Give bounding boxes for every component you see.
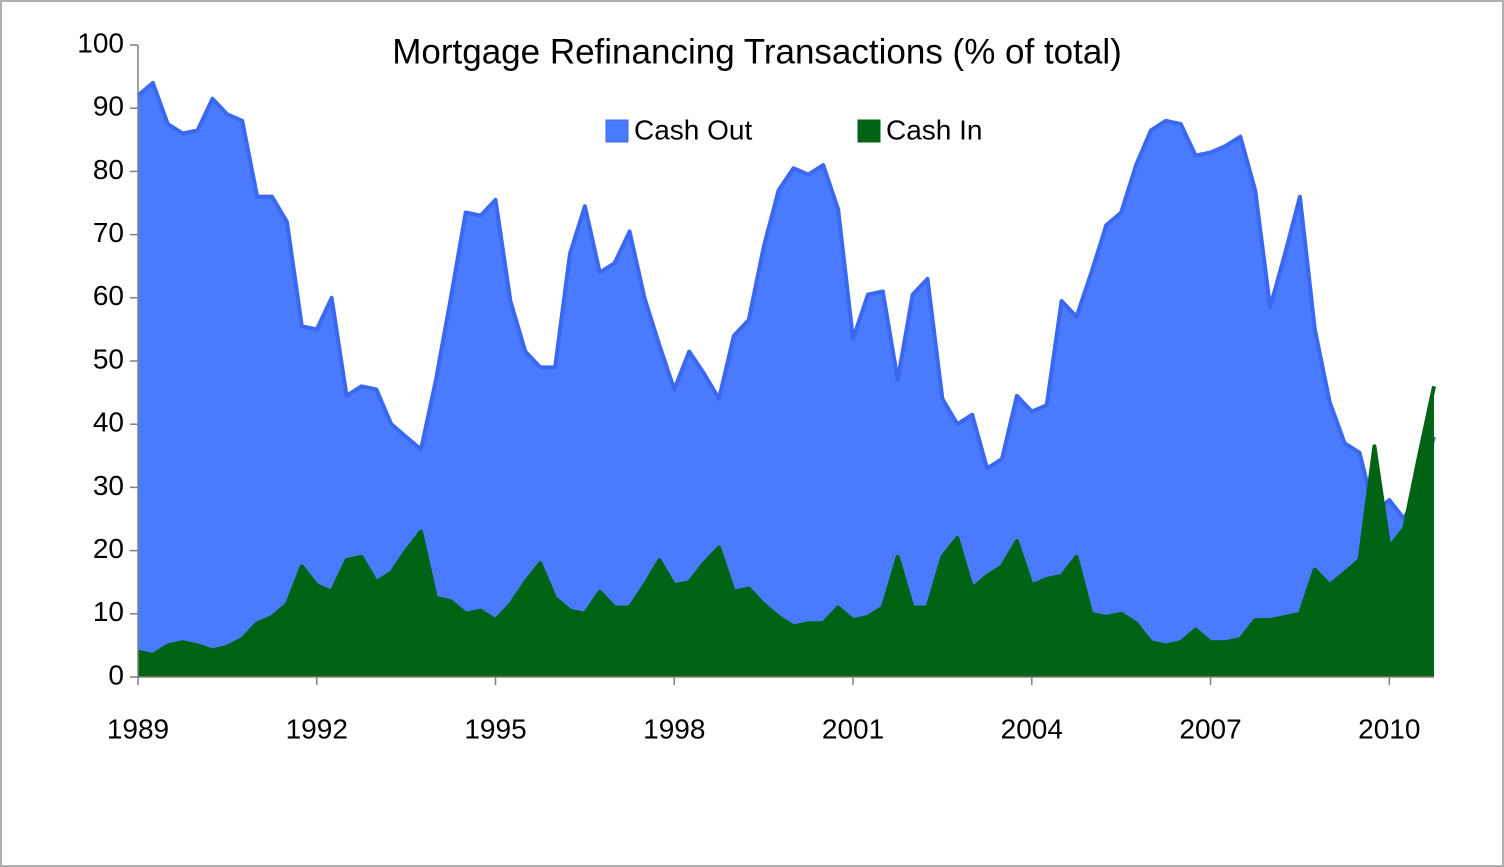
area bbox=[138, 82, 1434, 678]
x-tick-label: 2010 bbox=[1358, 713, 1420, 744]
x-tick-label: 1989 bbox=[107, 713, 169, 744]
y-tick-label: 20 bbox=[93, 533, 124, 564]
y-tick-label: 100 bbox=[77, 27, 124, 58]
x-tick-label: 1998 bbox=[643, 713, 705, 744]
legend-swatch bbox=[605, 119, 629, 143]
line bbox=[136, 80, 1436, 521]
y-tick-label: 80 bbox=[93, 154, 124, 185]
y-tick-label: 40 bbox=[93, 407, 124, 438]
chart-title: Mortgage Refinancing Transactions (% of … bbox=[392, 32, 1122, 71]
x-tick-label: 1995 bbox=[464, 713, 526, 744]
legend-label: Cash In bbox=[886, 114, 983, 145]
y-tick-label: 90 bbox=[93, 91, 124, 122]
area bbox=[138, 386, 1434, 677]
y-tick-label: 10 bbox=[93, 596, 124, 627]
y-tick-label: 30 bbox=[93, 470, 124, 501]
x-tick-label: 2004 bbox=[1001, 713, 1063, 744]
legend-label: Cash Out bbox=[634, 114, 752, 145]
y-tick-label: 70 bbox=[93, 217, 124, 248]
line bbox=[137, 385, 1436, 657]
x-tick-label: 2001 bbox=[822, 713, 884, 744]
y-tick-label: 60 bbox=[93, 280, 124, 311]
y-tick-label: 0 bbox=[108, 659, 124, 690]
x-tick-label: 2007 bbox=[1179, 713, 1241, 744]
legend-swatch bbox=[857, 119, 881, 143]
y-tick-label: 50 bbox=[93, 343, 124, 374]
x-tick-label: 1992 bbox=[286, 713, 348, 744]
